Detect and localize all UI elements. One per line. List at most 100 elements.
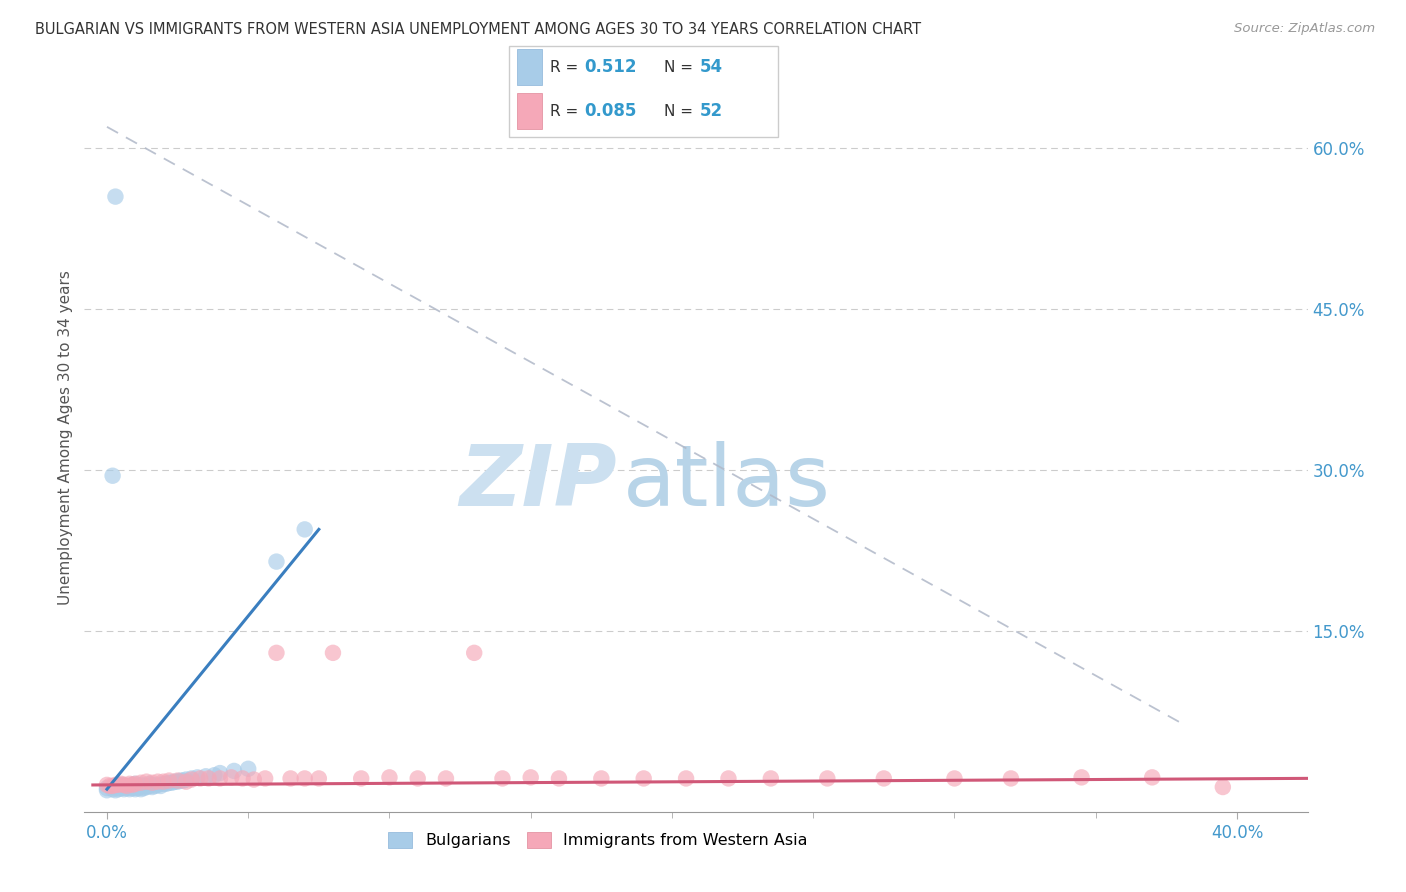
Point (280, 772, 302, 786)
Point (124, 780, 146, 794)
Point (232, 772, 254, 786)
Point (208, 772, 231, 786)
Text: 0.512: 0.512 (585, 58, 637, 76)
Point (96, 783, 118, 797)
Text: 0.085: 0.085 (585, 102, 637, 120)
Point (121, 778, 143, 792)
Point (266, 646, 288, 660)
Point (174, 772, 197, 787)
Point (146, 774, 169, 789)
Point (294, 522, 316, 536)
Point (110, 778, 132, 792)
Point (350, 772, 373, 786)
Point (127, 781, 149, 796)
Point (104, 778, 127, 792)
Point (107, 779, 129, 793)
Point (115, 779, 138, 793)
Point (96, 778, 118, 792)
Point (202, 768, 225, 782)
Point (254, 772, 277, 786)
Point (155, 777, 177, 791)
Point (101, 782, 124, 797)
Point (98, 779, 121, 793)
Point (112, 778, 135, 792)
Point (591, 772, 613, 786)
Y-axis label: Unemployment Among Ages 30 to 34 years: Unemployment Among Ages 30 to 34 years (58, 269, 73, 605)
Point (188, 772, 211, 786)
Point (406, 772, 429, 786)
Point (238, 762, 260, 776)
Point (141, 780, 163, 794)
Point (135, 780, 157, 794)
Point (157, 776, 180, 790)
Point (166, 773, 188, 788)
Point (815, 772, 838, 786)
Point (115, 779, 138, 793)
Text: Source: ZipAtlas.com: Source: ZipAtlas.com (1234, 22, 1375, 36)
Point (146, 778, 169, 792)
Point (1000, 772, 1022, 786)
Point (194, 769, 217, 783)
Text: atlas: atlas (623, 441, 831, 524)
Point (675, 772, 697, 786)
Point (141, 778, 163, 792)
Point (519, 770, 541, 784)
Point (135, 774, 157, 789)
Point (294, 772, 316, 786)
Point (152, 774, 174, 789)
Text: ZIP: ZIP (458, 441, 616, 524)
Point (121, 778, 143, 792)
Point (759, 772, 782, 786)
Point (110, 781, 132, 796)
Legend: Bulgarians, Immigrants from Western Asia: Bulgarians, Immigrants from Western Asia (381, 823, 815, 856)
FancyBboxPatch shape (509, 45, 778, 137)
Point (152, 777, 174, 791)
Point (1070, 770, 1092, 784)
Point (219, 770, 242, 784)
Point (129, 782, 152, 797)
Point (124, 777, 146, 791)
Point (491, 772, 513, 786)
Point (101, 468, 124, 483)
Text: N =: N = (664, 60, 697, 75)
Point (266, 555, 288, 569)
Point (138, 779, 160, 793)
Point (141, 776, 163, 790)
Point (169, 773, 191, 788)
Point (96, 781, 118, 796)
Point (1212, 780, 1234, 794)
Point (124, 782, 146, 797)
Point (121, 781, 143, 796)
Point (172, 773, 194, 788)
Point (160, 776, 183, 790)
Point (107, 782, 129, 797)
Point (1140, 770, 1163, 784)
Point (127, 779, 149, 793)
Text: N =: N = (664, 103, 697, 119)
Point (717, 772, 740, 786)
Point (180, 772, 202, 786)
Point (434, 772, 457, 786)
Point (166, 774, 188, 789)
Point (118, 782, 141, 797)
Point (124, 777, 146, 791)
Point (197, 772, 219, 786)
Point (132, 779, 155, 793)
Point (129, 776, 152, 790)
Point (322, 646, 344, 660)
Point (132, 781, 155, 796)
Point (222, 764, 245, 778)
Point (129, 778, 152, 792)
Point (110, 777, 132, 791)
Text: BULGARIAN VS IMMIGRANTS FROM WESTERN ASIA UNEMPLOYMENT AMONG AGES 30 TO 34 YEARS: BULGARIAN VS IMMIGRANTS FROM WESTERN ASI… (35, 22, 921, 37)
Text: R =: R = (550, 103, 583, 119)
Point (174, 774, 197, 789)
Point (633, 772, 655, 786)
Point (104, 783, 127, 797)
Point (163, 774, 186, 789)
Point (112, 782, 135, 797)
Point (180, 772, 202, 787)
Point (873, 772, 896, 786)
Point (138, 777, 160, 791)
Text: 52: 52 (699, 102, 723, 120)
